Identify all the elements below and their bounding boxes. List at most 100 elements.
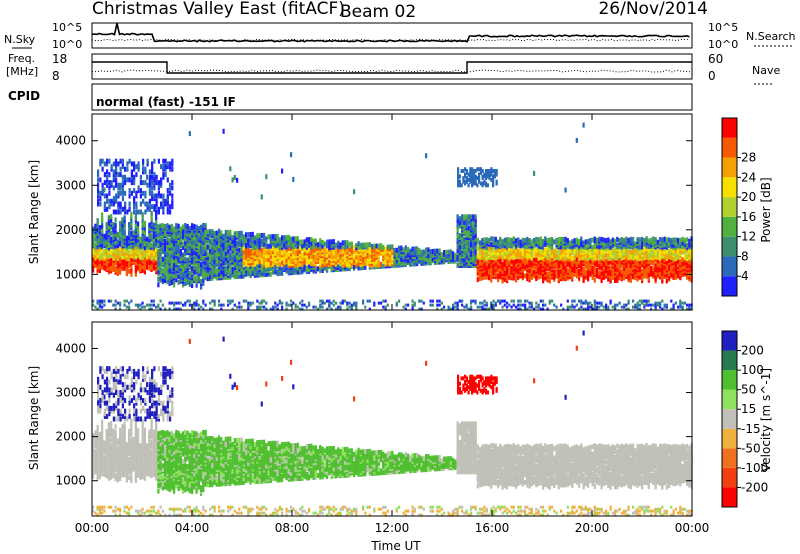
power-cell xyxy=(164,224,167,229)
power-cell xyxy=(591,273,594,279)
power-cell xyxy=(645,268,648,273)
power-cell xyxy=(191,249,194,255)
power-cell xyxy=(580,301,583,305)
power-cell xyxy=(629,259,632,265)
power-cell xyxy=(584,260,587,265)
power-cell xyxy=(672,237,675,243)
power-cell xyxy=(499,257,502,263)
power-cell xyxy=(503,237,506,243)
power-cell xyxy=(634,250,637,256)
power-cell xyxy=(458,216,461,222)
power-cell xyxy=(479,244,482,250)
power-cell xyxy=(130,249,133,255)
power-cell xyxy=(584,245,587,250)
power-cell xyxy=(614,303,617,307)
power-cell xyxy=(335,307,338,311)
power-cell xyxy=(152,299,155,303)
power-cell xyxy=(456,263,459,268)
power-cell xyxy=(418,255,421,261)
power-cell xyxy=(177,274,180,280)
power-cell xyxy=(596,301,599,305)
power-cell xyxy=(564,268,567,274)
power-cell xyxy=(206,261,209,267)
power-cell xyxy=(533,170,536,176)
power-cell xyxy=(236,177,239,183)
power-cell xyxy=(240,270,243,275)
power-cell xyxy=(508,237,511,243)
power-cell xyxy=(623,303,626,307)
power-cell xyxy=(137,305,140,309)
power-cell xyxy=(296,239,299,245)
power-cell xyxy=(256,233,259,239)
power-cell xyxy=(96,307,99,311)
power-cell xyxy=(634,305,637,309)
power-cell xyxy=(344,240,347,246)
power-cell xyxy=(260,301,263,305)
power-cell xyxy=(672,263,675,269)
power-cell xyxy=(456,218,459,224)
power-cell xyxy=(341,244,344,250)
power-cell xyxy=(677,252,680,258)
power-cell xyxy=(654,303,657,307)
power-cell xyxy=(497,239,500,245)
nave-tick-bottom: 0 xyxy=(708,69,716,83)
power-cell xyxy=(116,246,119,252)
power-cell xyxy=(481,305,484,309)
power-cell xyxy=(254,265,257,271)
power-cell xyxy=(173,226,176,232)
power-cell xyxy=(256,305,259,309)
power-cell xyxy=(517,303,520,307)
power-cell xyxy=(155,237,158,243)
power-cell xyxy=(193,307,196,311)
power-cell xyxy=(677,237,680,243)
power-cell xyxy=(119,307,122,311)
power-cell xyxy=(530,239,533,245)
power-cell xyxy=(582,240,585,246)
power-cell xyxy=(506,242,509,248)
power-cell xyxy=(335,246,338,252)
power-cell xyxy=(314,238,317,244)
power-cell xyxy=(159,229,162,234)
power-cell xyxy=(119,249,122,255)
power-cell xyxy=(344,257,347,262)
power-cell xyxy=(281,242,284,248)
power-cell xyxy=(607,307,610,311)
power-cell xyxy=(215,230,218,236)
power-cell xyxy=(330,254,333,260)
power-cell xyxy=(661,274,664,280)
power-cell xyxy=(247,307,250,311)
power-cell xyxy=(384,305,387,309)
power-cell xyxy=(114,223,117,228)
power-cell xyxy=(544,303,547,307)
power-cell xyxy=(92,256,95,262)
power-cell xyxy=(611,258,614,263)
power-cell xyxy=(202,280,205,286)
power-cell xyxy=(168,237,171,243)
power-cell xyxy=(274,263,277,269)
power-cell xyxy=(609,299,612,303)
power-cell xyxy=(344,249,347,255)
power-cell xyxy=(458,299,461,303)
power-cell xyxy=(447,307,450,311)
power-cell xyxy=(179,307,182,311)
power-cell xyxy=(197,307,200,311)
power-cell xyxy=(562,236,565,242)
power-cell xyxy=(332,239,335,245)
power-cell xyxy=(292,253,295,259)
power-cell xyxy=(101,301,104,305)
power-cell xyxy=(643,271,646,277)
power-cell xyxy=(159,223,162,229)
power-cell xyxy=(251,231,254,237)
power-cell xyxy=(483,307,486,311)
power-cell xyxy=(512,303,515,307)
power-cell xyxy=(146,264,149,270)
power-cell xyxy=(195,301,198,305)
power-cell xyxy=(467,231,470,237)
power-cell xyxy=(501,299,504,303)
power-cell xyxy=(668,258,671,263)
power-cell xyxy=(348,241,351,247)
power-cell xyxy=(287,251,290,257)
power-cell xyxy=(229,272,232,278)
power-cell xyxy=(281,301,284,305)
power-cell xyxy=(605,238,608,244)
